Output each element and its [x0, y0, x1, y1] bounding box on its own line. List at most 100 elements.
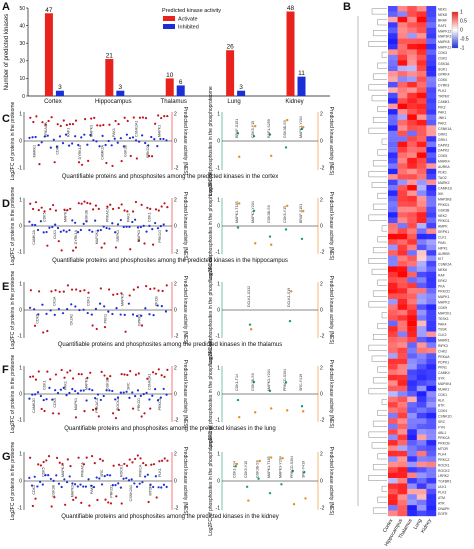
c-protein-point: [162, 137, 165, 141]
d-kinase-activity-point: [66, 209, 69, 212]
c-phosphosite-label: RAF1-S259: [267, 119, 271, 138]
b-row-label: TESK1: [438, 317, 449, 321]
b-heatmap-cell: [397, 228, 408, 235]
b-heatmap-cell: [426, 190, 437, 197]
e-protein-point: [82, 308, 85, 311]
f-protein-point: [162, 387, 165, 391]
g-kinase-activity-point: [96, 498, 99, 502]
f-phosphosite-label: GSK3B-S9: [251, 373, 255, 391]
b-heatmap-cell: [397, 11, 408, 18]
b-heatmap-cell: [388, 206, 398, 213]
b-heatmap-cell: [397, 6, 408, 12]
f-protein-point: [54, 389, 57, 392]
g-kinase-activity-point: [152, 463, 156, 466]
d-phosphosite-point: [236, 226, 240, 229]
g-kinase-activity-point: [139, 457, 142, 460]
c-kinase-activity-point: [38, 162, 41, 166]
g-kinase-activity-point: [128, 458, 131, 461]
f-kinase-activity-point: [60, 368, 63, 372]
d-protein-point: [31, 223, 34, 226]
f-kinase-activity-point: [66, 371, 69, 374]
b-heatmap-cell: [388, 98, 398, 104]
f-protein-point: [122, 391, 125, 394]
f-kinase-activity-point: [34, 378, 38, 381]
b-heatmap-cell: [397, 336, 408, 343]
b-heatmap-cell: [388, 255, 398, 262]
d-protein-point: [102, 225, 105, 228]
f-protein-point: [56, 391, 60, 395]
b-heatmap-cell: [416, 27, 427, 34]
b-heatmap-cell: [426, 407, 437, 414]
b-row-label: CSNK1A: [438, 127, 452, 131]
b-heatmap-cell: [416, 293, 427, 300]
g-protein-point: [103, 475, 106, 478]
g-right-y-tick: 1: [217, 452, 220, 458]
c-kinase-activity-point: [96, 124, 99, 127]
b-row-label: CHK2: [438, 349, 447, 353]
d-protein-point: [125, 225, 128, 228]
f-protein-point: [108, 389, 111, 392]
b-heatmap-cell: [407, 217, 417, 224]
g-protein-point: [119, 486, 122, 489]
b-heatmap-cell: [426, 92, 437, 99]
d-protein-point: [68, 229, 71, 232]
g-protein-point: [87, 478, 90, 481]
f-protein-point: [114, 398, 117, 401]
b-row-label: PAK1: [438, 111, 447, 115]
b-heatmap-cell: [416, 174, 427, 180]
b-heatmap-cell: [397, 478, 408, 484]
b-heatmap-cell: [407, 320, 417, 327]
b-heatmap-cell: [426, 505, 437, 511]
e-kinase-activity-point: [99, 287, 102, 290]
e-right-nes-tick: 2: [320, 282, 323, 288]
b-heatmap-cell: [397, 119, 408, 126]
a-x-tick-label: Kidney: [285, 99, 303, 105]
c-kinase-activity-point: [68, 122, 71, 126]
g-protein-label: CSNK2A1: [129, 485, 133, 501]
f-protein-point: [119, 391, 122, 394]
b-heatmap-cell: [416, 136, 427, 142]
g-kinase-activity-point: [47, 455, 51, 458]
b-heatmap-cell: [416, 16, 427, 23]
d-protein-label: GSK3B: [85, 209, 89, 222]
b-row-label: ATR: [438, 501, 445, 505]
b-heatmap-cell: [407, 380, 417, 386]
c-protein-label: PRKACA: [44, 122, 48, 137]
b-row-label: PRKCZ: [438, 458, 450, 462]
f-kinase-activity-point: [103, 374, 106, 377]
e-kinase-activity-point: [136, 286, 140, 289]
d-protein-point: [74, 221, 77, 224]
f-right-nes-axis-label: Predicted kinase activity (NES): [328, 360, 334, 429]
b-heatmap-cell: [397, 174, 408, 180]
e-kinase-activity-point: [140, 324, 144, 327]
b-heatmap-cell: [407, 239, 417, 245]
d-kinase-activity-point: [111, 207, 115, 211]
b-row-label: HIPK1: [438, 246, 448, 250]
b-row-label: MAP3K8: [438, 198, 451, 202]
g-protein-point: [95, 476, 98, 479]
c-kinase-activity-point: [35, 115, 38, 118]
d-kinase-activity-point: [40, 206, 43, 209]
c-phosphosite-point: [268, 133, 272, 136]
c-kinase-activity-point: [44, 123, 47, 126]
b-heatmap-cell: [407, 304, 417, 311]
g-kinase-activity-point: [131, 461, 134, 464]
b-heatmap-cell: [426, 277, 437, 283]
g-phosphosite-label: GSK3B-S9: [256, 460, 260, 478]
e-protein-point: [140, 314, 143, 317]
g-x-axis-label: Quantifiable proteins and phosphosites a…: [61, 514, 278, 520]
d-protein-point: [111, 222, 114, 225]
c-protein-point: [156, 145, 159, 148]
b-heatmap-cell: [388, 510, 398, 517]
b-heatmap-cell: [388, 488, 398, 495]
g-kinase-activity-point: [166, 459, 169, 462]
g-kinase-activity-point: [72, 498, 75, 501]
b-heatmap-cell: [426, 11, 437, 18]
g-protein-point: [130, 478, 133, 481]
b-heatmap-cell: [397, 315, 408, 321]
g-kinase-activity-point: [66, 458, 69, 461]
b-heatmap-cell: [388, 353, 398, 359]
d-left-nes-tick: 2: [174, 198, 177, 204]
f-kinase-activity-point: [40, 407, 43, 411]
g-protein-point: [82, 485, 85, 488]
